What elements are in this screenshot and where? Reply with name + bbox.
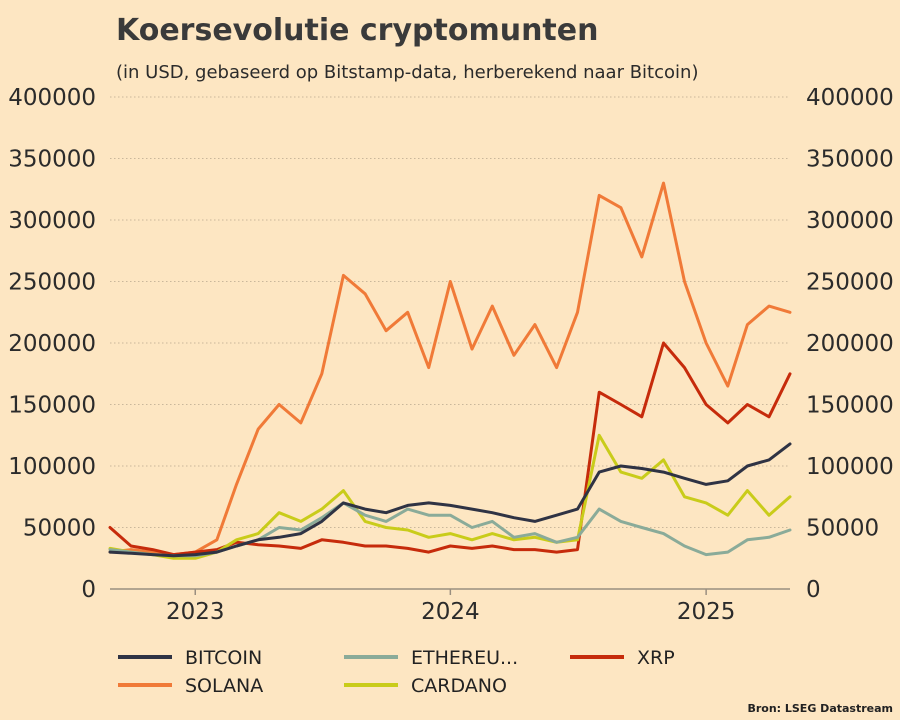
series-line-solana: [108, 181, 792, 557]
legend-item-cardano: CARDANO: [344, 675, 507, 697]
y-axis-right: 0 50000 100000 150000 200000 250000 300000 3500…: [806, 85, 894, 603]
y-tick-label-left: 0: [81, 577, 96, 603]
y-tick-label-left: 150000: [8, 393, 96, 419]
legend: BITCOIN SOLANA ETHEREU... CARDANO XRP: [118, 647, 675, 697]
y-tick-label-right: 300000: [806, 208, 894, 234]
y-tick-label-right: 250000: [806, 270, 894, 296]
gridlines: [110, 96, 790, 528]
x-tick-label: 2024: [421, 599, 480, 625]
series-line-bitcoin: [108, 442, 792, 558]
y-tick-label-right: 350000: [806, 147, 894, 173]
legend-label: SOLANA: [185, 675, 263, 697]
y-tick-label-left: 400000: [8, 85, 96, 111]
y-tick-label-left: 300000: [8, 208, 96, 234]
y-tick-label-left: 200000: [8, 331, 96, 357]
series-line-cardano: [108, 433, 792, 560]
y-tick-label-left: 350000: [8, 147, 96, 173]
legend-label: BITCOIN: [185, 647, 262, 669]
x-tick-label: 2023: [166, 599, 225, 625]
y-tick-label-right: 200000: [806, 331, 894, 357]
series-line-ethereum: [108, 501, 792, 558]
y-tick-label-right: 50000: [806, 516, 879, 542]
y-tick-label-right: 400000: [806, 85, 894, 111]
source-note: Bron: LSEG Datastream: [747, 702, 893, 715]
legend-item-xrp: XRP: [570, 647, 675, 669]
plot-area: [108, 181, 792, 560]
y-axis-left: 0 50000 100000 150000 200000 250000 300000 3500…: [8, 85, 96, 603]
legend-label: CARDANO: [411, 675, 507, 697]
legend-item-ethereum: ETHEREU...: [344, 647, 518, 669]
y-tick-label-left: 50000: [23, 516, 96, 542]
legend-label: XRP: [637, 647, 675, 669]
legend-item-solana: SOLANA: [118, 675, 263, 697]
y-tick-label-right: 0: [806, 577, 821, 603]
legend-item-bitcoin: BITCOIN: [118, 647, 262, 669]
y-tick-label-left: 100000: [8, 454, 96, 480]
series-line-xrp: [108, 341, 792, 557]
legend-label: ETHEREU...: [411, 647, 518, 669]
y-tick-label-right: 150000: [806, 393, 894, 419]
y-tick-label-left: 250000: [8, 270, 96, 296]
chart-subtitle: (in USD, gebaseerd op Bitstamp-data, her…: [116, 62, 698, 83]
x-tick-label: 2025: [677, 599, 736, 625]
x-axis: 2023 2024 2025: [110, 588, 790, 625]
y-tick-label-right: 100000: [806, 454, 894, 480]
chart-title: Koersevolutie cryptomunten: [116, 13, 598, 48]
